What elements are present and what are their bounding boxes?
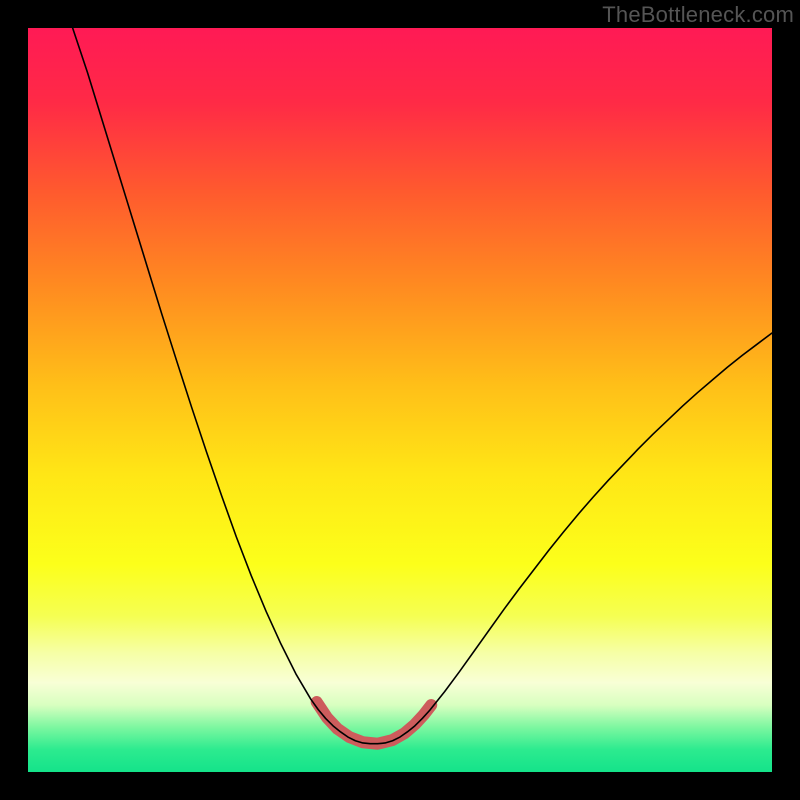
chart-canvas: TheBottleneck.com xyxy=(0,0,800,800)
chart-svg xyxy=(28,28,772,772)
watermark-text: TheBottleneck.com xyxy=(602,2,794,28)
plot-area xyxy=(28,28,772,772)
highlight-segment xyxy=(317,702,432,744)
bottleneck-curve xyxy=(73,28,772,744)
